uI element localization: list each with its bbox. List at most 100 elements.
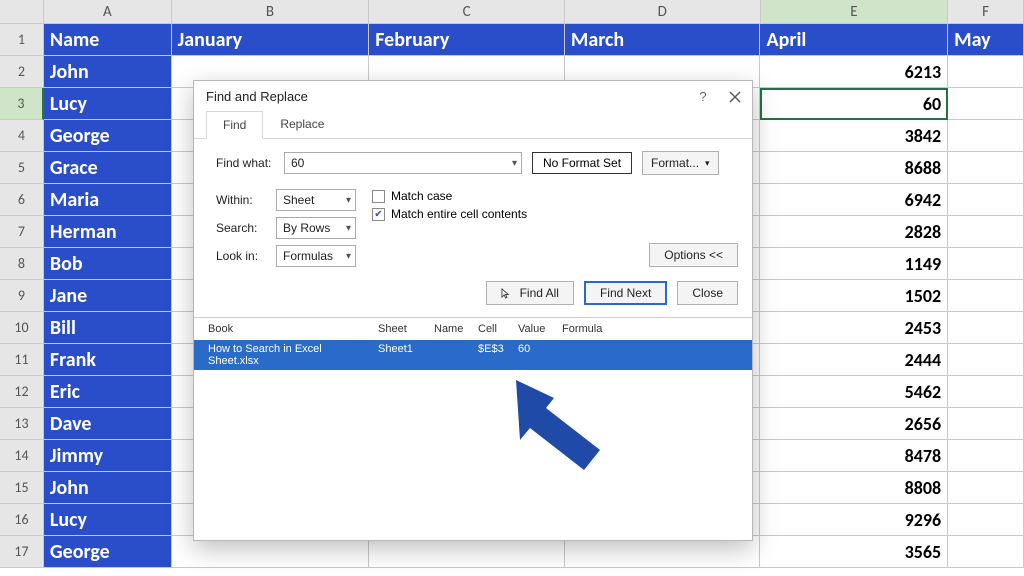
name-cell[interactable]: Herman: [44, 216, 172, 248]
close-button[interactable]: Close: [677, 281, 738, 305]
results-col-value[interactable]: Value: [518, 323, 562, 335]
row-header[interactable]: 9: [0, 280, 44, 312]
col-header-e[interactable]: E: [761, 0, 949, 24]
options-button[interactable]: Options <<: [649, 243, 738, 267]
data-cell[interactable]: [948, 344, 1024, 376]
name-cell[interactable]: Lucy: [44, 88, 172, 120]
row-header[interactable]: 2: [0, 56, 44, 88]
row-header[interactable]: 15: [0, 472, 44, 504]
data-cell[interactable]: [948, 88, 1024, 120]
data-cell[interactable]: [948, 440, 1024, 472]
name-cell[interactable]: George: [44, 536, 172, 568]
value-cell[interactable]: 3842: [760, 120, 948, 152]
results-col-formula[interactable]: Formula: [562, 323, 738, 335]
header-april[interactable]: April: [760, 24, 948, 56]
value-cell[interactable]: 60: [760, 88, 948, 120]
value-cell[interactable]: 1502: [760, 280, 948, 312]
header-name[interactable]: Name: [44, 24, 172, 56]
name-cell[interactable]: Jane: [44, 280, 172, 312]
data-cell[interactable]: [948, 536, 1024, 568]
find-what-input[interactable]: 60 ▾: [284, 152, 522, 174]
value-cell[interactable]: 2444: [760, 344, 948, 376]
row-header[interactable]: 8: [0, 248, 44, 280]
close-icon[interactable]: [728, 90, 742, 104]
row-header[interactable]: 3: [0, 88, 44, 120]
lookin-select[interactable]: Formulas ▾: [276, 245, 356, 267]
value-cell[interactable]: 6942: [760, 184, 948, 216]
help-icon[interactable]: ?: [696, 90, 710, 104]
col-header-b[interactable]: B: [172, 0, 370, 24]
header-february[interactable]: February: [369, 24, 565, 56]
data-cell[interactable]: [948, 120, 1024, 152]
find-all-button[interactable]: Find All: [486, 281, 574, 305]
format-button[interactable]: Format... ▾: [642, 151, 719, 175]
match-entire-checkbox[interactable]: ✔ Match entire cell contents: [372, 207, 738, 221]
row-header[interactable]: 10: [0, 312, 44, 344]
row-header[interactable]: 7: [0, 216, 44, 248]
data-cell[interactable]: [948, 184, 1024, 216]
results-col-cell[interactable]: Cell: [478, 323, 518, 335]
results-col-name[interactable]: Name: [434, 323, 478, 335]
value-cell[interactable]: 9296: [760, 504, 948, 536]
row-header[interactable]: 16: [0, 504, 44, 536]
data-cell[interactable]: [948, 504, 1024, 536]
name-cell[interactable]: Bill: [44, 312, 172, 344]
name-cell[interactable]: Bob: [44, 248, 172, 280]
results-col-book[interactable]: Book: [208, 323, 378, 335]
data-cell[interactable]: [948, 152, 1024, 184]
name-cell[interactable]: Frank: [44, 344, 172, 376]
header-january[interactable]: January: [172, 24, 370, 56]
value-cell[interactable]: 8688: [760, 152, 948, 184]
data-cell[interactable]: [948, 376, 1024, 408]
row-header[interactable]: 12: [0, 376, 44, 408]
col-header-d[interactable]: D: [565, 0, 761, 24]
results-col-sheet[interactable]: Sheet: [378, 323, 434, 335]
name-cell[interactable]: John: [44, 472, 172, 504]
match-case-checkbox[interactable]: Match case: [372, 189, 738, 203]
select-all-corner[interactable]: [0, 0, 44, 24]
data-cell[interactable]: [948, 56, 1024, 88]
name-cell[interactable]: Grace: [44, 152, 172, 184]
data-cell[interactable]: [948, 312, 1024, 344]
value-cell[interactable]: 3565: [760, 536, 948, 568]
data-cell[interactable]: [948, 248, 1024, 280]
search-select[interactable]: By Rows ▾: [276, 217, 356, 239]
col-header-c[interactable]: C: [369, 0, 565, 24]
value-cell[interactable]: 2828: [760, 216, 948, 248]
name-cell[interactable]: Lucy: [44, 504, 172, 536]
within-select[interactable]: Sheet ▾: [276, 189, 356, 211]
data-cell[interactable]: [948, 280, 1024, 312]
row-header[interactable]: 1: [0, 24, 44, 56]
name-cell[interactable]: Jimmy: [44, 440, 172, 472]
value-cell[interactable]: 1149: [760, 248, 948, 280]
header-march[interactable]: March: [565, 24, 761, 56]
value-cell[interactable]: 2453: [760, 312, 948, 344]
value-cell[interactable]: 8478: [760, 440, 948, 472]
col-header-f[interactable]: F: [948, 0, 1024, 24]
header-may[interactable]: May: [948, 24, 1024, 56]
row-header[interactable]: 6: [0, 184, 44, 216]
value-cell[interactable]: 6213: [760, 56, 948, 88]
results-row[interactable]: How to Search in Excel Sheet.xlsx Sheet1…: [194, 340, 752, 370]
value-cell[interactable]: 2656: [760, 408, 948, 440]
find-next-button[interactable]: Find Next: [584, 281, 667, 305]
name-cell[interactable]: Dave: [44, 408, 172, 440]
tab-replace[interactable]: Replace: [263, 110, 341, 138]
data-cell[interactable]: [948, 472, 1024, 504]
row-header[interactable]: 17: [0, 536, 44, 568]
name-cell[interactable]: George: [44, 120, 172, 152]
row-header[interactable]: 11: [0, 344, 44, 376]
row-header[interactable]: 5: [0, 152, 44, 184]
row-header[interactable]: 14: [0, 440, 44, 472]
name-cell[interactable]: Maria: [44, 184, 172, 216]
tab-find[interactable]: Find: [206, 111, 263, 139]
data-cell[interactable]: [948, 408, 1024, 440]
dialog-titlebar[interactable]: Find and Replace ?: [194, 81, 752, 110]
name-cell[interactable]: John: [44, 56, 172, 88]
value-cell[interactable]: 5462: [760, 376, 948, 408]
data-cell[interactable]: [948, 216, 1024, 248]
col-header-a[interactable]: A: [44, 0, 172, 24]
row-header[interactable]: 4: [0, 120, 44, 152]
name-cell[interactable]: Eric: [44, 376, 172, 408]
row-header[interactable]: 13: [0, 408, 44, 440]
